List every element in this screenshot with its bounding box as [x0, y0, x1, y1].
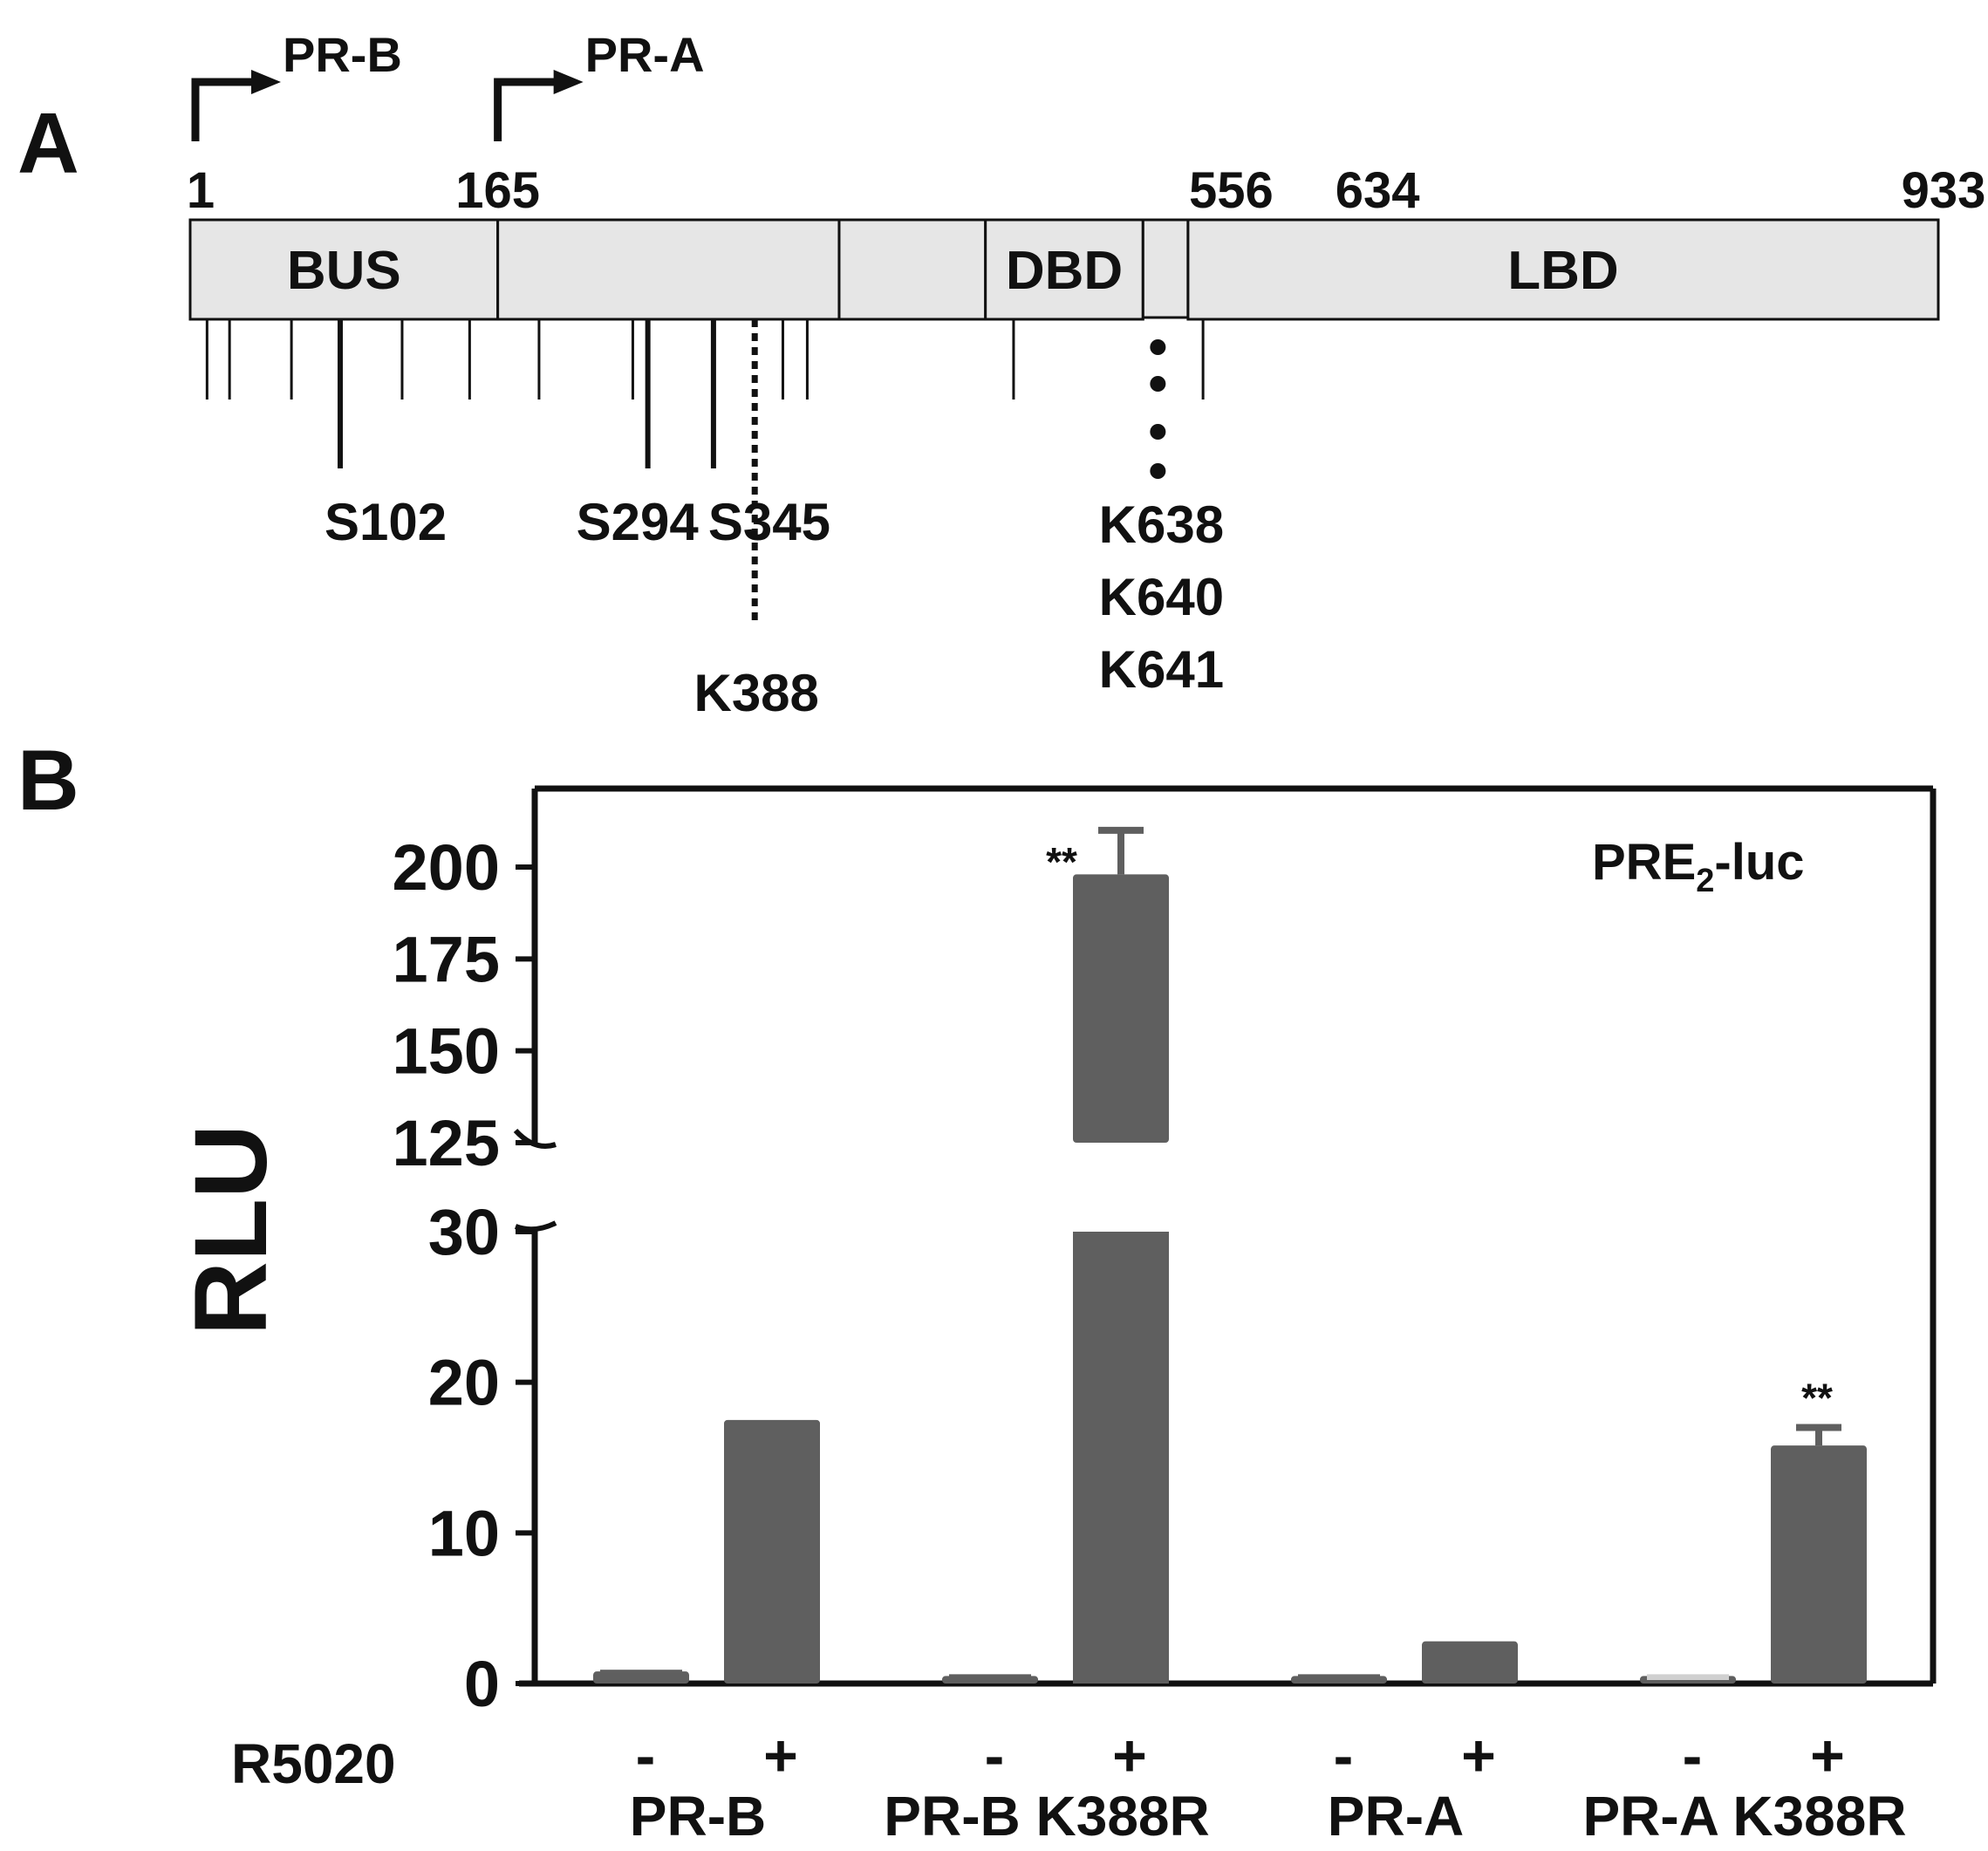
treatment-label: R5020 — [231, 1732, 396, 1795]
x-tick-label: - — [1334, 1723, 1354, 1789]
group-label: PR-B — [630, 1785, 766, 1848]
bar-highlight — [949, 1674, 1031, 1680]
position-label: 933 — [1902, 162, 1986, 219]
axis-break-mark — [513, 1128, 557, 1149]
bar-highlight — [1647, 1674, 1729, 1680]
site-label: S102 — [325, 493, 447, 551]
x-tick-label: - — [1683, 1723, 1703, 1789]
bar-upper-segment — [1073, 874, 1169, 1143]
position-label: 1 — [187, 162, 215, 219]
dotted-site-dot — [1150, 424, 1166, 440]
domain-segment — [496, 218, 841, 321]
bar-highlight — [600, 1670, 682, 1680]
y-tick-label: 125 — [393, 1107, 500, 1179]
promoter-label: PR-B — [283, 27, 402, 82]
domain-segment — [1186, 218, 1940, 321]
domain-segment — [837, 218, 987, 321]
group-label: PR-B K388R — [884, 1785, 1209, 1848]
dotted-site-dot — [1150, 376, 1166, 392]
position-label: 634 — [1336, 162, 1420, 219]
y-axis-label: RLU — [174, 1124, 289, 1336]
panel-b-label: B — [17, 732, 79, 828]
dotted-site-dot — [1150, 339, 1166, 355]
position-label: 556 — [1189, 162, 1274, 219]
y-tick-label: 0 — [464, 1648, 500, 1720]
x-tick-label: + — [1112, 1723, 1147, 1789]
site-label: K388 — [693, 664, 818, 722]
site-label: S294 — [577, 493, 700, 551]
dotted-site-dot — [1150, 463, 1166, 479]
axis-break-mark — [514, 1220, 557, 1233]
site-label: K640 — [1099, 568, 1224, 626]
x-tick-label: - — [636, 1723, 656, 1789]
y-tick-label: 175 — [393, 923, 500, 995]
domain-segment — [1141, 218, 1190, 319]
bar — [1771, 1445, 1867, 1684]
promoter-arrowhead — [251, 70, 281, 94]
significance-mark: ** — [1801, 1375, 1833, 1420]
bar-lower-segment — [1073, 1232, 1169, 1684]
promoter-arrow-line — [494, 78, 559, 141]
domain-label: BUS — [287, 241, 401, 301]
domain-segment — [188, 218, 500, 321]
bar — [1422, 1641, 1518, 1684]
bar-highlight — [1298, 1674, 1380, 1680]
site-label: S345 — [708, 493, 830, 551]
promoter-arrowhead — [553, 70, 584, 94]
annotation-main: PRE — [1592, 834, 1696, 891]
annotation-suffix: -luc — [1714, 834, 1804, 891]
significance-mark: ** — [1046, 839, 1077, 885]
y-tick-label: 20 — [428, 1347, 500, 1419]
x-tick-label: + — [1461, 1723, 1496, 1789]
x-tick-label: - — [985, 1723, 1005, 1789]
group-label: PR-A — [1328, 1785, 1464, 1848]
protein-schematic: BUS DBD LBD 1 165 556 634 933 PR-B PR-A S102 S294 S3… — [187, 27, 1986, 722]
y-tick-label: 10 — [428, 1497, 500, 1569]
site-label: K641 — [1099, 640, 1224, 699]
domain-label: LBD — [1507, 241, 1618, 301]
annotation-sub: 2 — [1696, 863, 1714, 899]
panel-a-label: A — [17, 95, 79, 191]
y-tick-label: 30 — [428, 1196, 500, 1268]
x-tick-label: + — [763, 1723, 798, 1789]
y-tick-label: 150 — [393, 1015, 500, 1088]
promoter-arrow-line — [191, 78, 256, 141]
promoter-label: PR-A — [585, 27, 705, 82]
x-tick-label: + — [1810, 1723, 1845, 1789]
y-tick-label: 200 — [393, 831, 500, 904]
group-label: PR-A K388R — [1582, 1785, 1906, 1848]
position-label: 165 — [455, 162, 540, 219]
chart-annotation: PRE2-luc — [1592, 834, 1805, 899]
bar — [724, 1419, 820, 1684]
domain-segment — [984, 218, 1144, 321]
domain-label: DBD — [1006, 241, 1123, 301]
site-label: K638 — [1099, 495, 1224, 554]
